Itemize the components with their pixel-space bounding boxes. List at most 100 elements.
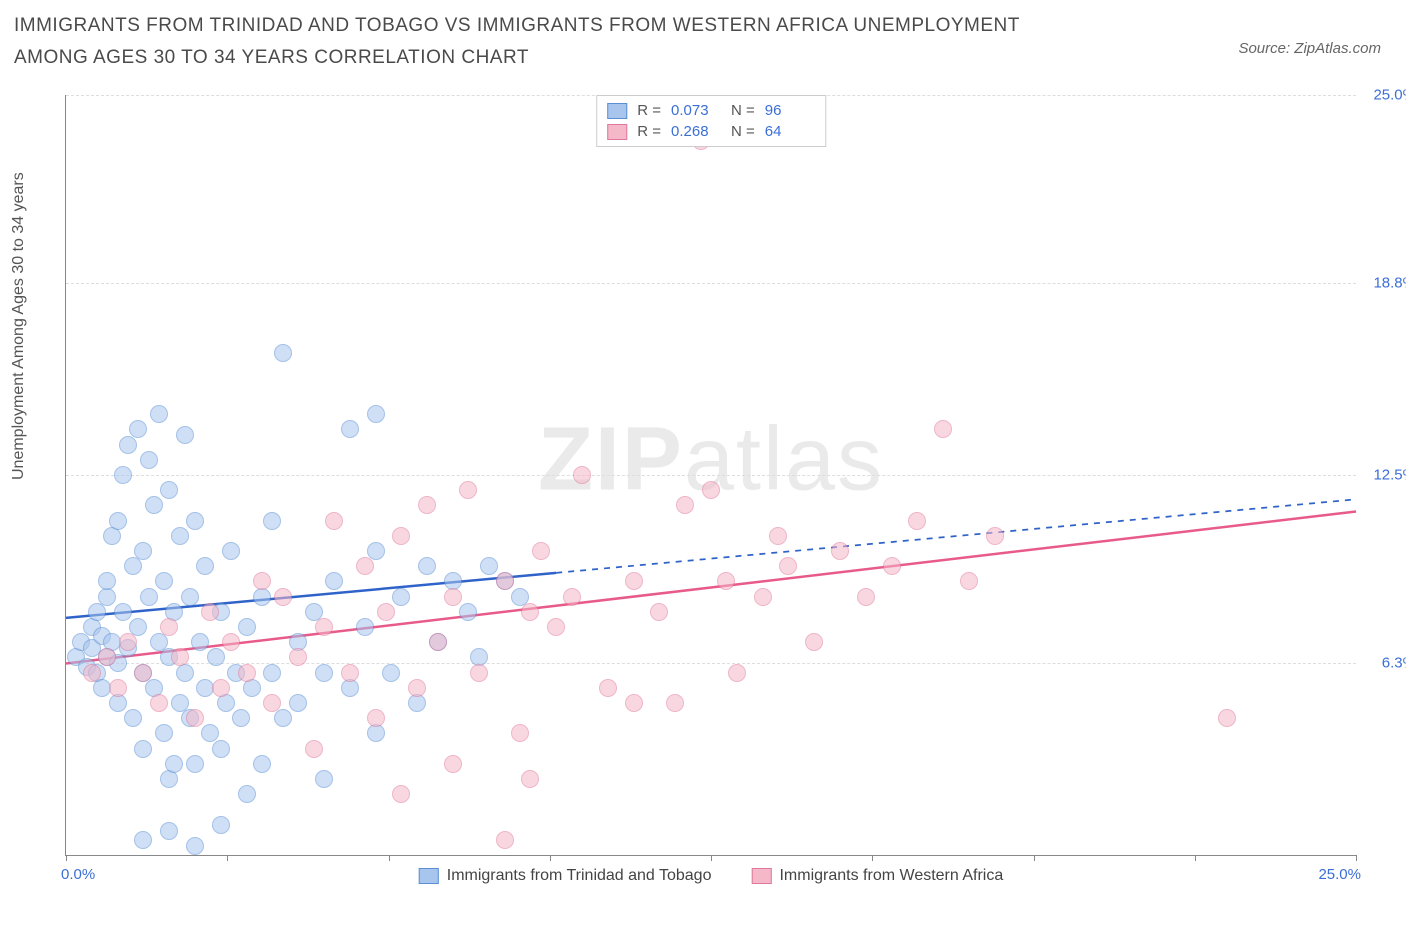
data-point-westafrica — [98, 648, 116, 666]
data-point-westafrica — [274, 588, 292, 606]
data-point-trinidad — [155, 572, 173, 590]
data-point-westafrica — [356, 557, 374, 575]
y-tick-label: 25.0% — [1373, 87, 1406, 104]
data-point-trinidad — [418, 557, 436, 575]
data-point-trinidad — [129, 420, 147, 438]
data-point-trinidad — [124, 709, 142, 727]
data-point-westafrica — [650, 603, 668, 621]
data-point-trinidad — [367, 405, 385, 423]
data-point-westafrica — [150, 694, 168, 712]
data-point-westafrica — [599, 679, 617, 697]
data-point-westafrica — [547, 618, 565, 636]
r-label: R = — [637, 102, 661, 119]
data-point-westafrica — [1218, 709, 1236, 727]
data-point-trinidad — [186, 755, 204, 773]
n-label: N = — [731, 102, 755, 119]
data-point-westafrica — [201, 603, 219, 621]
data-point-trinidad — [238, 785, 256, 803]
data-point-westafrica — [253, 572, 271, 590]
data-point-westafrica — [625, 694, 643, 712]
data-point-westafrica — [429, 633, 447, 651]
data-point-trinidad — [263, 512, 281, 530]
data-point-trinidad — [212, 816, 230, 834]
n-label: N = — [731, 123, 755, 140]
data-point-trinidad — [459, 603, 477, 621]
trend-line-extrapolated-trinidad — [556, 499, 1356, 573]
data-point-trinidad — [356, 618, 374, 636]
data-point-westafrica — [960, 572, 978, 590]
data-point-westafrica — [212, 679, 230, 697]
x-tick — [872, 855, 873, 861]
data-point-westafrica — [769, 527, 787, 545]
x-axis-min-label: 0.0% — [61, 866, 95, 883]
n-value: 64 — [765, 123, 815, 140]
data-point-trinidad — [315, 770, 333, 788]
data-point-westafrica — [418, 496, 436, 514]
chart-title: IMMIGRANTS FROM TRINIDAD AND TOBAGO VS I… — [14, 10, 1094, 75]
data-point-trinidad — [140, 451, 158, 469]
data-point-westafrica — [496, 572, 514, 590]
data-point-westafrica — [883, 557, 901, 575]
data-point-westafrica — [470, 664, 488, 682]
data-point-westafrica — [119, 633, 137, 651]
data-point-trinidad — [274, 344, 292, 362]
data-point-trinidad — [274, 709, 292, 727]
x-tick — [389, 855, 390, 861]
data-point-westafrica — [305, 740, 323, 758]
data-point-trinidad — [341, 420, 359, 438]
y-tick-label: 18.8% — [1373, 275, 1406, 292]
data-point-trinidad — [212, 740, 230, 758]
swatch-icon — [419, 868, 439, 884]
x-tick — [1356, 855, 1357, 861]
data-point-trinidad — [160, 822, 178, 840]
data-point-westafrica — [392, 785, 410, 803]
x-tick — [1195, 855, 1196, 861]
data-point-westafrica — [496, 831, 514, 849]
legend-row-trinidad: R = 0.073 N = 96 — [607, 100, 815, 121]
data-point-westafrica — [754, 588, 772, 606]
data-point-westafrica — [728, 664, 746, 682]
data-point-trinidad — [238, 618, 256, 636]
data-point-westafrica — [717, 572, 735, 590]
x-tick — [711, 855, 712, 861]
legend-item-trinidad: Immigrants from Trinidad and Tobago — [419, 867, 712, 885]
data-point-trinidad — [176, 426, 194, 444]
y-tick-label: 6.3% — [1382, 655, 1406, 672]
data-point-westafrica — [315, 618, 333, 636]
data-point-westafrica — [986, 527, 1004, 545]
data-point-trinidad — [114, 603, 132, 621]
data-point-trinidad — [134, 831, 152, 849]
data-point-trinidad — [134, 740, 152, 758]
data-point-westafrica — [908, 512, 926, 530]
data-point-trinidad — [382, 664, 400, 682]
data-point-trinidad — [232, 709, 250, 727]
data-point-trinidad — [196, 557, 214, 575]
data-point-trinidad — [145, 496, 163, 514]
n-value: 96 — [765, 102, 815, 119]
data-point-trinidad — [109, 512, 127, 530]
data-point-trinidad — [186, 837, 204, 855]
data-point-westafrica — [222, 633, 240, 651]
data-point-westafrica — [377, 603, 395, 621]
x-tick — [227, 855, 228, 861]
data-point-trinidad — [480, 557, 498, 575]
data-point-trinidad — [171, 527, 189, 545]
data-point-trinidad — [289, 694, 307, 712]
data-point-trinidad — [392, 588, 410, 606]
swatch-icon — [751, 868, 771, 884]
data-point-trinidad — [155, 724, 173, 742]
data-point-trinidad — [263, 664, 281, 682]
series-legend: Immigrants from Trinidad and Tobago Immi… — [419, 867, 1004, 885]
data-point-trinidad — [98, 572, 116, 590]
trend-lines — [66, 95, 1356, 855]
data-point-trinidad — [186, 512, 204, 530]
x-tick — [66, 855, 67, 861]
legend-label: Immigrants from Trinidad and Tobago — [447, 867, 712, 885]
x-tick — [1034, 855, 1035, 861]
legend-label: Immigrants from Western Africa — [779, 867, 1003, 885]
data-point-westafrica — [171, 648, 189, 666]
data-point-westafrica — [857, 588, 875, 606]
data-point-trinidad — [181, 588, 199, 606]
data-point-trinidad — [207, 648, 225, 666]
y-axis-label: Unemployment Among Ages 30 to 34 years — [10, 172, 28, 480]
